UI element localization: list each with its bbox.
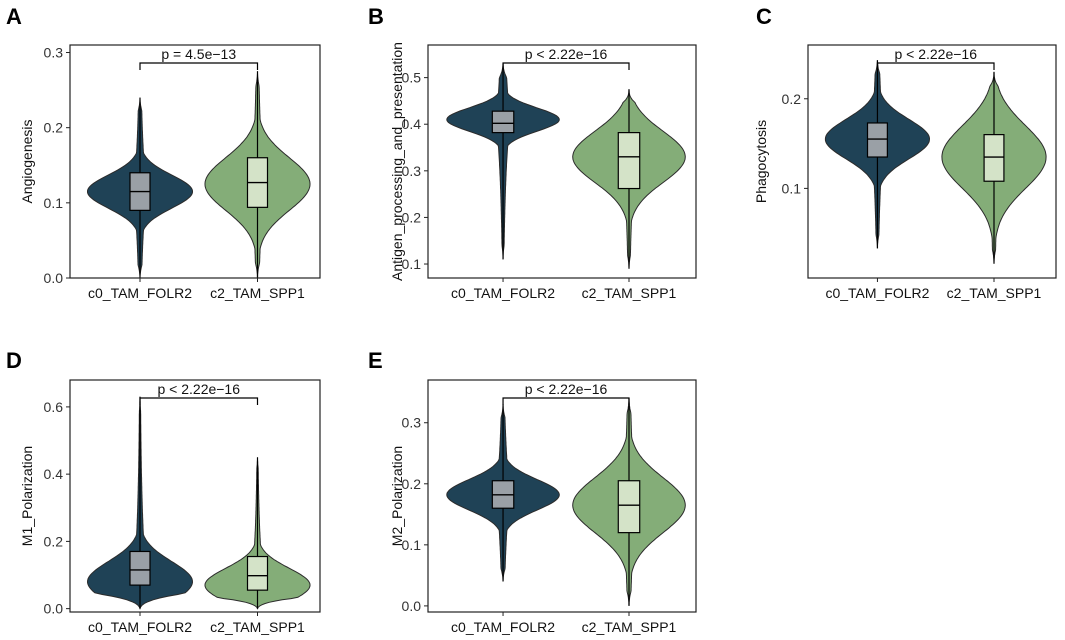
box-c2_TAM_SPP1: [983, 134, 1005, 182]
y-axis-label: M1_Polarization: [19, 446, 35, 546]
y-tick-label: 0.1: [782, 180, 802, 196]
p-value-label: p < 2.22e−16: [525, 46, 608, 62]
x-tick-label: c0_TAM_FOLR2: [451, 285, 555, 301]
plot-frame: [69, 44, 321, 279]
y-tick-label: 0.2: [44, 533, 64, 549]
panel-letter-B: B: [368, 4, 384, 29]
y-tick-label: 0.2: [402, 476, 422, 492]
y-tick-label: 0.1: [44, 195, 64, 211]
plot-frame: [427, 379, 697, 613]
p-value-label: p = 4.5e−13: [161, 46, 236, 62]
box-c2_TAM_SPP1: [246, 555, 269, 591]
x-tick-label: c0_TAM_FOLR2: [451, 619, 555, 635]
x-tick-label: c2_TAM_SPP1: [210, 619, 305, 635]
y-axis-label: Phagocytosis: [753, 120, 769, 203]
plot-frame: [69, 379, 321, 613]
panel-letter-D: D: [6, 348, 22, 373]
y-tick-label: 0.0: [44, 270, 64, 286]
significance-bracket: [139, 62, 259, 70]
plot-frame: [807, 44, 1057, 279]
y-tick-label: 0.2: [44, 120, 64, 136]
box-c2_TAM_SPP1: [617, 132, 641, 190]
panel-C: Cc0_TAM_FOLR2 c2_TAM_SPP1 0.1 0.2 Phagocytos…: [753, 4, 1057, 301]
y-tick-label: 0.3: [402, 415, 422, 431]
panel-letter-E: E: [368, 348, 383, 373]
box-c0_TAM_FOLR2: [491, 110, 515, 134]
panel-letter-C: C: [756, 4, 772, 29]
y-tick-label: 0.6: [44, 399, 64, 415]
panel-B: Bc0_TAM_FOLR2 c2_TAM_SPP1 0.1 0.2 0.3 0.4 0.5A…: [368, 4, 697, 301]
x-tick-label: c0_TAM_FOLR2: [825, 285, 929, 301]
y-tick-label: 0.0: [44, 601, 64, 617]
box-c0_TAM_FOLR2: [129, 550, 151, 586]
x-tick-label: c0_TAM_FOLR2: [88, 619, 192, 635]
significance-bracket: [502, 397, 630, 405]
x-tick-label: c2_TAM_SPP1: [582, 619, 677, 635]
panel-A: Ac0_TAM_FOLR2 c2_TAM_SPP1 0.0 0.1 0.2 0.3 Angi…: [6, 4, 321, 301]
plot-frame: [427, 44, 697, 279]
y-tick-label: 0.1: [402, 256, 422, 272]
p-value-label: p < 2.22e−16: [157, 381, 240, 397]
y-tick-label: 0.3: [402, 163, 422, 179]
significance-bracket: [502, 62, 630, 70]
y-axis-label: M2_Polarization: [389, 446, 405, 546]
panel-letter-A: A: [6, 4, 22, 29]
x-tick-label: c2_TAM_SPP1: [582, 285, 677, 301]
p-value-label: p < 2.22e−16: [894, 46, 977, 62]
y-tick-label: 0.2: [782, 91, 802, 107]
y-tick-label: 0.4: [402, 116, 422, 132]
x-tick-label: c2_TAM_SPP1: [947, 285, 1042, 301]
y-tick-label: 0.3: [44, 45, 64, 61]
y-tick-label: 0.4: [44, 466, 64, 482]
y-tick-label: 0.2: [402, 209, 422, 225]
y-tick-label: 0.0: [402, 598, 422, 614]
y-axis-label: Angiogenesis: [19, 119, 35, 203]
y-axis-label: Antigen_processing_and_presentation: [389, 42, 405, 281]
box-c2_TAM_SPP1: [617, 480, 641, 534]
y-tick-label: 0.1: [402, 537, 422, 553]
significance-bracket: [139, 397, 259, 405]
x-tick-label: c2_TAM_SPP1: [210, 285, 305, 301]
p-value-label: p < 2.22e−16: [525, 381, 608, 397]
box-c0_TAM_FOLR2: [866, 122, 888, 158]
panel-E: Ec0_TAM_FOLR2 c2_TAM_SPP1 0.0 0.1 0.2 0.3 M2_P…: [368, 348, 697, 635]
panel-D: Dc0_TAM_FOLR2 c2_TAM_SPP1 0.0 0.2 0.4 0.6 M1_P…: [6, 348, 321, 635]
x-tick-label: c0_TAM_FOLR2: [88, 285, 192, 301]
significance-bracket: [876, 62, 995, 70]
y-tick-label: 0.5: [402, 70, 422, 86]
